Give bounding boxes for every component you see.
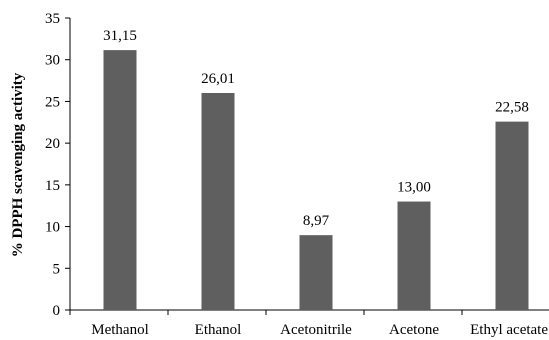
x-axis <box>69 309 549 315</box>
y-tick-label: 20 <box>45 136 60 152</box>
y-tick-label: 10 <box>45 220 60 236</box>
data-label: 31,15 <box>103 28 137 44</box>
y-tick-label: 0 <box>53 303 61 319</box>
data-label: 13,00 <box>397 180 431 196</box>
y-tick-label: 5 <box>53 261 61 277</box>
y-tick-label: 30 <box>45 53 60 69</box>
y-axis: 0 5 10 15 20 25 30 35 <box>45 11 71 319</box>
y-tick-label: 35 <box>45 11 60 27</box>
data-label: 26,01 <box>201 71 235 87</box>
bars <box>103 50 529 311</box>
y-axis-title: % DPPH scavenging activity <box>10 72 26 257</box>
data-labels: 31,15 26,01 8,97 13,00 22,58 <box>103 28 529 229</box>
bar <box>299 235 333 310</box>
bar <box>201 93 235 310</box>
bar <box>103 50 137 311</box>
y-tick-label: 15 <box>45 178 60 194</box>
data-label: 22,58 <box>495 100 529 116</box>
category-label: Methanol <box>91 322 149 338</box>
data-label: 8,97 <box>303 213 330 229</box>
bar <box>397 201 431 310</box>
bar <box>495 121 529 310</box>
category-labels: Methanol Ethanol Acetonitrile Acetone Ethyl … <box>91 322 548 338</box>
category-label: Ethyl acetate <box>470 322 548 338</box>
category-label: Acetone <box>389 322 439 338</box>
category-label: Ethanol <box>195 322 242 338</box>
category-label: Acetonitrile <box>280 322 352 338</box>
y-tick-label: 25 <box>45 94 60 110</box>
